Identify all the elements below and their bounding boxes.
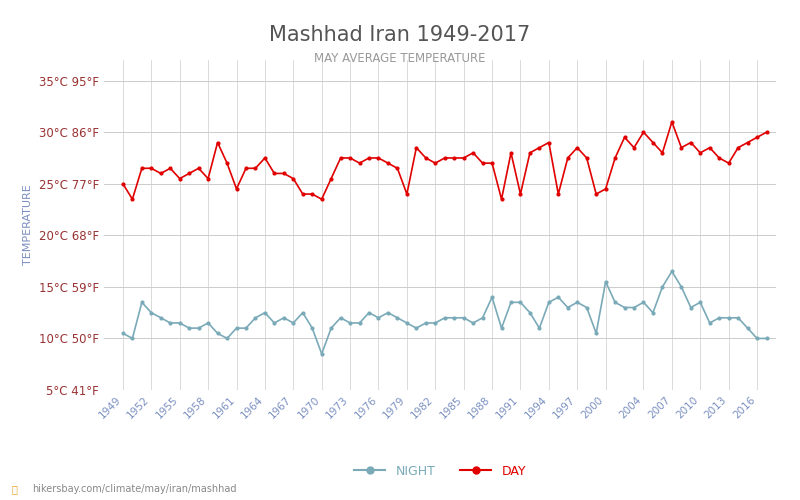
Text: 📍: 📍 <box>12 484 18 494</box>
Y-axis label: TEMPERATURE: TEMPERATURE <box>23 184 34 266</box>
Text: MAY AVERAGE TEMPERATURE: MAY AVERAGE TEMPERATURE <box>314 52 486 66</box>
Text: Mashhad Iran 1949-2017: Mashhad Iran 1949-2017 <box>270 25 530 45</box>
Legend: NIGHT, DAY: NIGHT, DAY <box>349 460 531 483</box>
Text: hikersbay.com/climate/may/iran/mashhad: hikersbay.com/climate/may/iran/mashhad <box>32 484 237 494</box>
